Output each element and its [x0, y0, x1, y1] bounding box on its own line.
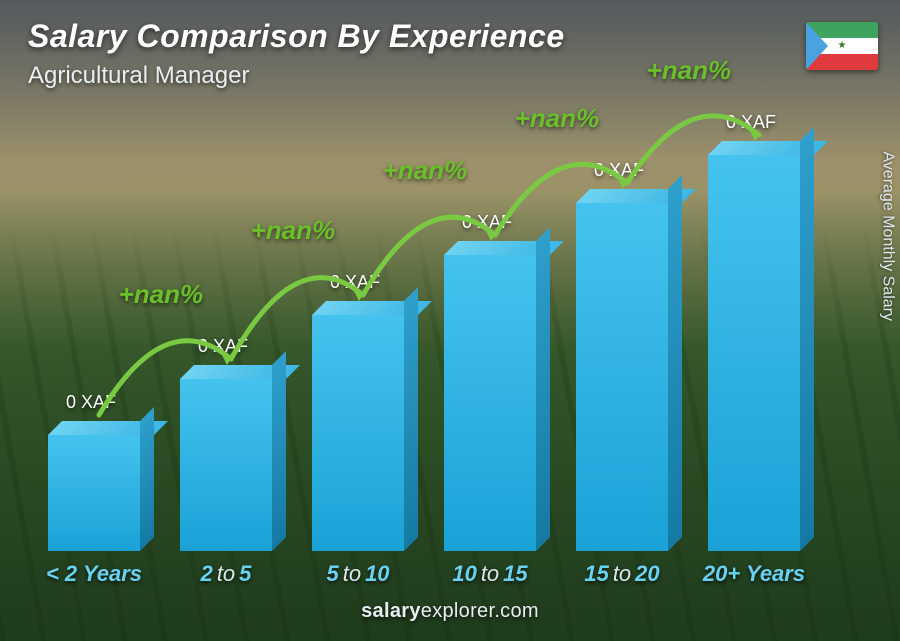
arc-arrow	[617, 70, 779, 193]
footer-bold: salary	[361, 600, 421, 622]
flag-triangle	[806, 22, 828, 70]
chart-subtitle: Agricultural Manager	[28, 62, 249, 90]
x-axis-label: 15to20	[584, 561, 659, 587]
bar-chart: 0 XAF< 2 Years0 XAF2to5+nan%0 XAF5to10+n…	[30, 121, 840, 551]
bar	[48, 435, 140, 551]
x-axis-label: 5to10	[326, 561, 389, 587]
x-axis-label: < 2 Years	[46, 561, 142, 587]
bar-wrap	[708, 155, 800, 551]
footer-brand: salaryexplorer.com	[0, 600, 900, 623]
bar-wrap	[48, 435, 140, 551]
y-axis-label: Average Monthly Salary	[879, 151, 897, 321]
x-axis-label: 20+ Years	[703, 561, 805, 587]
chart-container: Salary Comparison By Experience Agricult…	[0, 0, 900, 641]
footer-rest: explorer.com	[421, 600, 539, 622]
x-axis-label: 10to15	[452, 561, 527, 587]
bar	[576, 203, 668, 551]
flag-emblem: ★	[838, 41, 847, 51]
chart-title: Salary Comparison By Experience	[28, 18, 565, 55]
country-flag: ★	[806, 22, 878, 70]
x-axis-label: 2to5	[201, 561, 252, 587]
bar-wrap	[576, 203, 668, 551]
bar	[708, 155, 800, 551]
